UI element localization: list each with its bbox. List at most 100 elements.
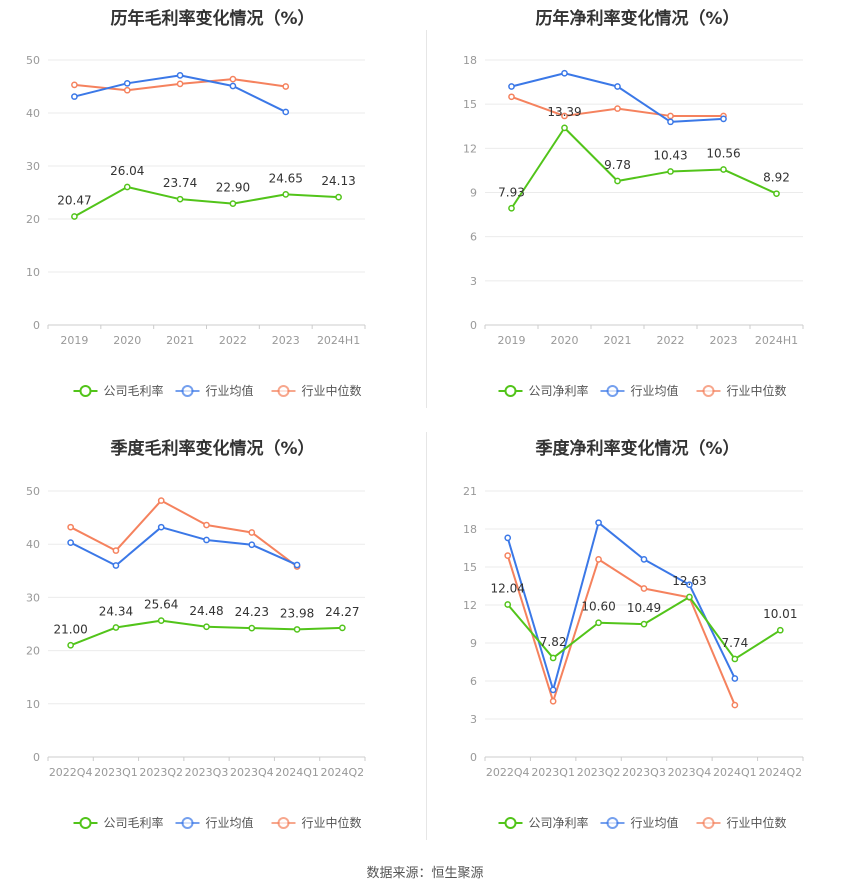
x-tick-label: 2022 <box>219 334 247 347</box>
data-point <box>731 655 739 663</box>
legend-marker <box>606 817 619 829</box>
data-label: 12.63 <box>672 574 706 588</box>
data-label: 10.49 <box>627 601 661 615</box>
legend-marker <box>702 385 715 397</box>
data-label: 7.93 <box>498 185 525 199</box>
x-tick-label: 2024H1 <box>317 334 360 347</box>
y-tick-label: 3 <box>470 713 477 726</box>
x-tick-label: 2024Q2 <box>758 766 802 779</box>
data-point <box>720 115 727 123</box>
data-label: 24.13 <box>321 174 355 188</box>
y-tick-label: 0 <box>470 751 477 764</box>
x-tick-label: 2023Q2 <box>577 766 621 779</box>
data-point <box>339 624 346 632</box>
data-label: 7.74 <box>721 636 748 650</box>
x-tick-label: 2023Q4 <box>668 766 712 779</box>
x-tick-label: 2023 <box>710 334 738 347</box>
data-point <box>67 641 74 649</box>
y-tick-label: 3 <box>470 275 477 288</box>
legend-marker <box>79 817 92 829</box>
data-point <box>504 601 512 608</box>
data-point <box>157 617 165 624</box>
legend-marker <box>277 817 290 829</box>
chart-panel-annual-gross: 历年毛利率变化情况（%） 0 10 20 30 40 50 2019 2020 2021 2022… <box>0 0 425 410</box>
data-point <box>561 112 568 120</box>
x-tick-label: 2020 <box>113 334 141 347</box>
data-point <box>229 200 237 207</box>
y-tick-label: 50 <box>26 54 40 67</box>
x-tick-label: 2023 <box>272 334 300 347</box>
legend-item: 行业中位数 <box>271 383 362 398</box>
data-point <box>667 168 674 175</box>
data-label: 26.04 <box>110 164 144 178</box>
legend-marker <box>79 385 92 397</box>
series-line <box>510 126 777 209</box>
data-point <box>720 166 727 173</box>
x-tick-label: 2022Q4 <box>486 766 530 779</box>
chart-annual-net-margin: 0 3 6 9 12 15 18 2019 2020 2021 2022 2023 2024H1 7.93… <box>463 54 804 398</box>
legend-item: 公司净利率 <box>498 383 589 398</box>
y-tick-label: 6 <box>470 675 477 688</box>
data-label: 8.92 <box>763 171 790 185</box>
data-point <box>549 686 557 694</box>
data-label: 10.01 <box>763 607 797 621</box>
data-source-footer: 数据来源：恒生聚源 <box>366 866 484 881</box>
data-label: 25.64 <box>144 598 178 612</box>
data-point <box>335 193 342 201</box>
data-label: 20.47 <box>57 194 91 208</box>
legend-label: 公司净利率 <box>529 383 589 398</box>
data-point <box>157 523 165 531</box>
legend-marker <box>504 385 517 397</box>
data-point <box>508 83 515 90</box>
panel-divider <box>426 30 427 408</box>
legend-item: 行业均值 <box>600 815 679 830</box>
y-tick-label: 30 <box>26 160 40 173</box>
y-tick-label: 21 <box>463 485 477 498</box>
data-point <box>248 541 256 549</box>
data-point <box>561 124 568 132</box>
data-label: 23.98 <box>280 606 314 620</box>
data-label: 10.60 <box>581 600 615 614</box>
legend-label: 公司毛利率 <box>104 815 164 830</box>
chart-panel-quarterly-gross: 季度毛利率变化情况（%） 0 10 20 30 40 50 2022Q4 2023Q1 2023… <box>0 430 425 850</box>
x-tick-label: 2022 <box>657 334 685 347</box>
data-point <box>504 552 512 559</box>
legend-item: 行业均值 <box>175 383 254 398</box>
legend-marker <box>181 385 194 397</box>
data-label: 10.56 <box>706 147 740 161</box>
y-tick-label: 10 <box>26 698 40 711</box>
x-tick-label: 2021 <box>604 334 632 347</box>
y-tick-label: 12 <box>463 142 477 155</box>
data-point <box>686 581 693 589</box>
chart-annual-gross-margin: 0 10 20 30 40 50 2019 2020 2021 2022 2023 2024H1 20.… <box>26 54 366 398</box>
x-tick-label: 2023Q1 <box>531 766 575 779</box>
legend-label: 行业均值 <box>206 383 254 398</box>
data-point <box>595 519 602 527</box>
data-point <box>71 93 78 100</box>
data-point <box>776 626 784 634</box>
legend-marker <box>606 385 619 397</box>
data-point <box>282 191 290 198</box>
data-point <box>731 675 739 682</box>
legend-item: 公司毛利率 <box>73 815 164 830</box>
x-tick-label: 2023Q4 <box>230 766 274 779</box>
x-tick-label: 2023Q1 <box>94 766 138 779</box>
data-point <box>614 83 621 90</box>
y-tick-label: 18 <box>463 523 477 536</box>
x-tick-label: 2022Q4 <box>49 766 93 779</box>
data-point <box>614 177 621 185</box>
x-tick-label: 2023Q3 <box>622 766 666 779</box>
data-point <box>508 204 515 212</box>
data-point <box>731 701 739 709</box>
data-label: 24.48 <box>189 604 223 618</box>
legend-marker <box>181 817 194 829</box>
data-point <box>293 561 301 569</box>
legend-label: 行业均值 <box>631 815 679 830</box>
data-point <box>549 654 557 662</box>
y-tick-label: 6 <box>470 231 477 244</box>
legend-item: 公司净利率 <box>498 815 589 830</box>
y-tick-label: 0 <box>33 319 40 332</box>
data-point <box>67 539 74 546</box>
legend-marker <box>277 385 290 397</box>
data-point <box>667 112 674 120</box>
